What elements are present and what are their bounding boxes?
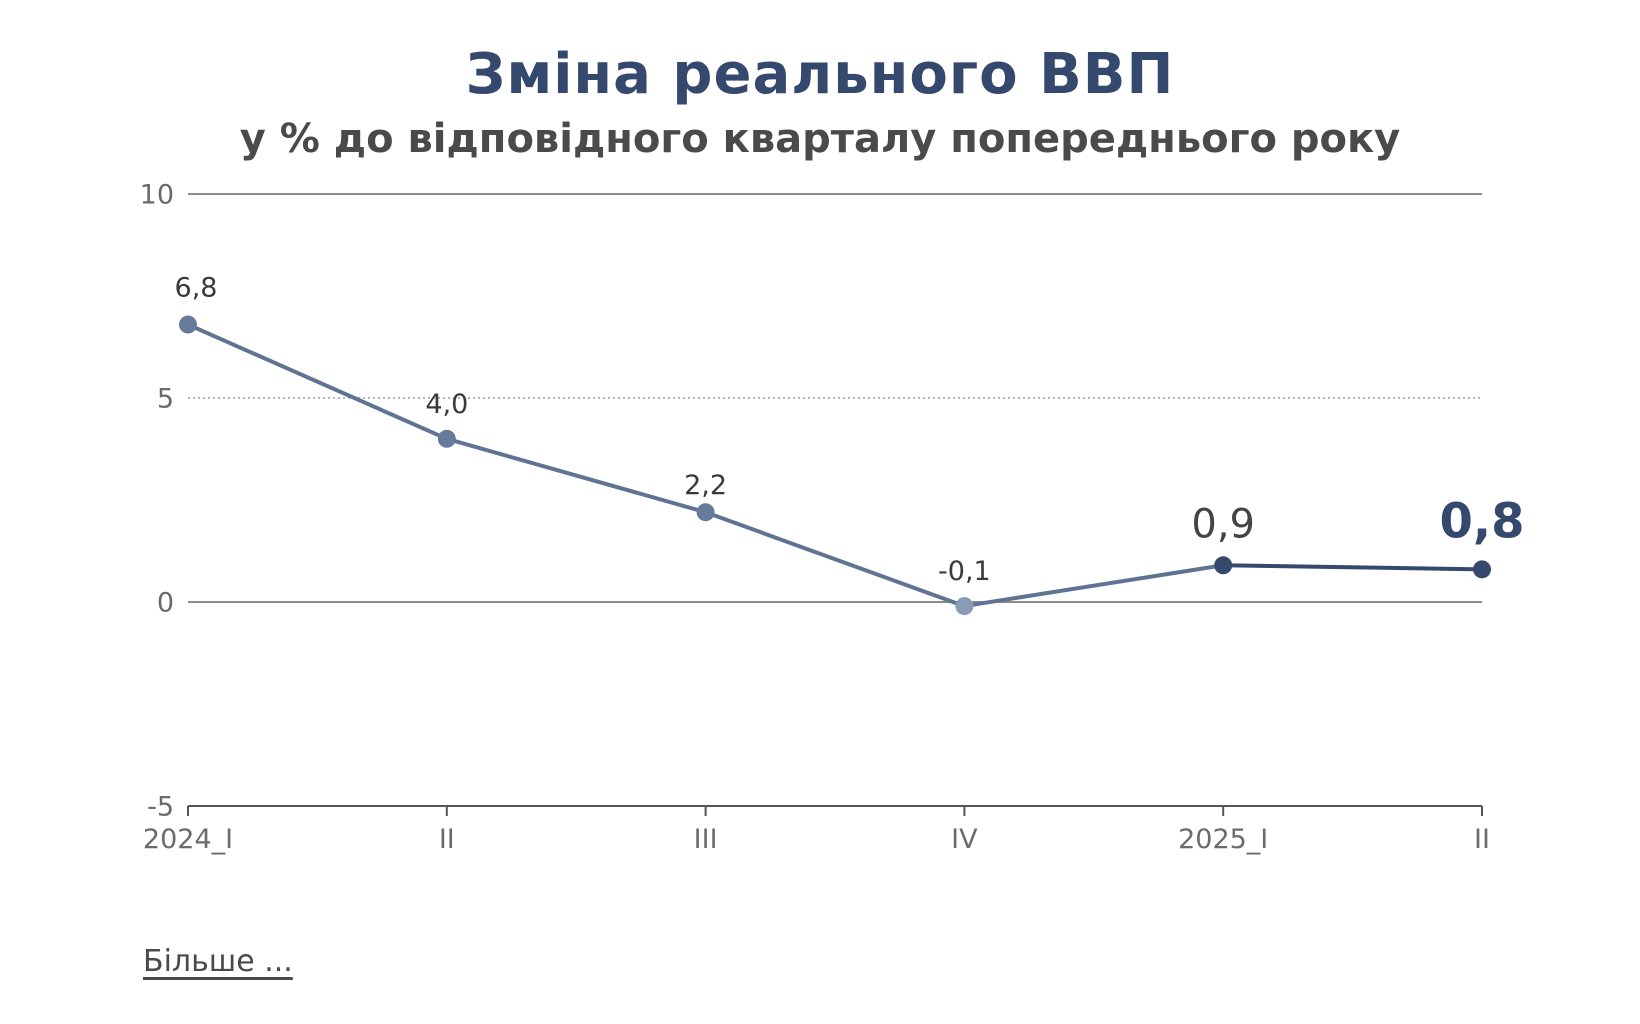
series-line-2025 [1223, 563, 1483, 572]
chart-title: Зміна реального ВВП [465, 42, 1175, 107]
data-label: 6,8 [175, 273, 218, 304]
data-label: 0,8 [1439, 493, 1524, 549]
data-point [1214, 556, 1233, 575]
y-tick-label: -5 [147, 792, 174, 823]
data-point [1473, 560, 1491, 579]
series-line-2024 [187, 322, 1224, 609]
more-link[interactable]: Більше ... [143, 944, 293, 979]
data-label: 0,9 [1191, 501, 1255, 547]
y-tick-label: 5 [157, 384, 174, 415]
data-point [437, 429, 456, 448]
data-point [179, 315, 197, 334]
x-tick-label: 2025_I [1178, 824, 1268, 855]
x-tick-label: III [694, 824, 718, 855]
chart-subtitle: у % до відповідного кварталу попередньог… [239, 116, 1401, 162]
x-tick-label: IV [951, 824, 978, 855]
data-label: -0,1 [938, 556, 991, 587]
x-tick-label: 2024_I [143, 824, 233, 855]
data-point [955, 597, 974, 616]
data-point [696, 503, 715, 522]
y-tick-label: 0 [157, 588, 174, 619]
x-tick-label: II [1474, 824, 1490, 855]
data-label: 2,2 [684, 470, 727, 501]
y-tick-label: 10 [140, 180, 174, 211]
data-label: 4,0 [425, 389, 468, 420]
x-tick-label: II [439, 824, 455, 855]
